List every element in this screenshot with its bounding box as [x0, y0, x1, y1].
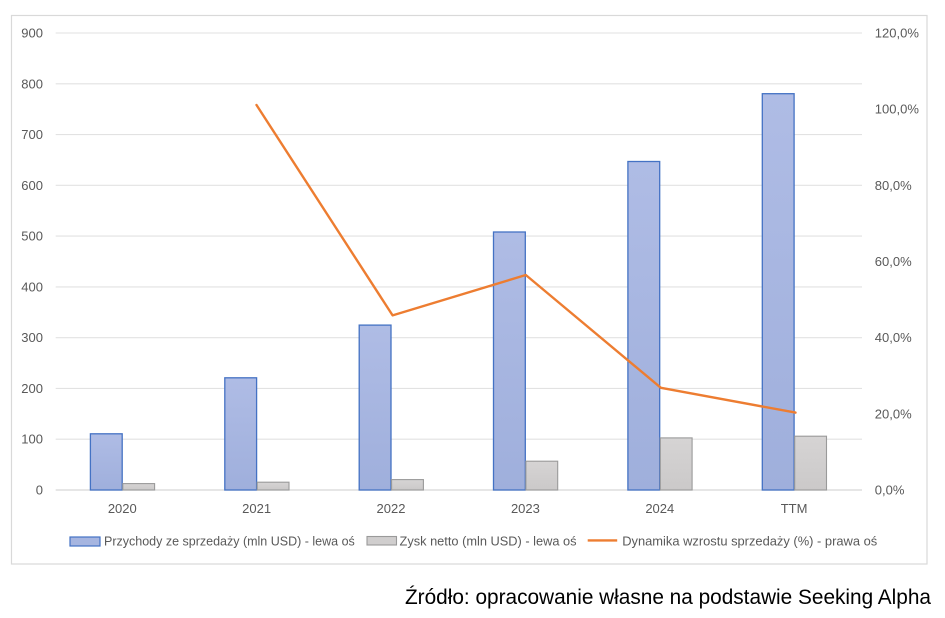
svg-text:0: 0 — [36, 483, 43, 498]
svg-text:700: 700 — [21, 127, 43, 142]
svg-text:2022: 2022 — [377, 501, 406, 516]
svg-text:0,0%: 0,0% — [875, 483, 905, 498]
svg-text:TTM: TTM — [781, 501, 808, 516]
svg-text:Przychody ze sprzedaży (mln US: Przychody ze sprzedaży (mln USD) - lewa … — [104, 535, 355, 549]
svg-text:100: 100 — [21, 432, 43, 447]
svg-text:500: 500 — [21, 229, 43, 244]
svg-text:400: 400 — [21, 279, 43, 294]
svg-text:Dynamika wzrostu sprzedaży (%): Dynamika wzrostu sprzedaży (%) - prawa o… — [622, 534, 877, 549]
svg-text:300: 300 — [21, 330, 43, 345]
svg-text:100,0%: 100,0% — [875, 102, 920, 117]
svg-text:20,0%: 20,0% — [875, 406, 912, 421]
svg-text:60,0%: 60,0% — [875, 254, 912, 269]
svg-text:2023: 2023 — [511, 501, 540, 516]
svg-text:120,0%: 120,0% — [875, 26, 920, 41]
svg-text:900: 900 — [21, 26, 43, 41]
svg-text:2024: 2024 — [645, 501, 674, 516]
svg-text:200: 200 — [21, 381, 43, 396]
svg-text:600: 600 — [21, 178, 43, 193]
svg-text:2020: 2020 — [108, 501, 137, 516]
svg-text:40,0%: 40,0% — [875, 330, 912, 345]
svg-text:80,0%: 80,0% — [875, 178, 912, 193]
svg-text:2021: 2021 — [242, 501, 271, 516]
svg-text:Zysk netto (mln USD) - lewa oś: Zysk netto (mln USD) - lewa oś — [400, 534, 577, 549]
svg-text:800: 800 — [21, 76, 43, 91]
